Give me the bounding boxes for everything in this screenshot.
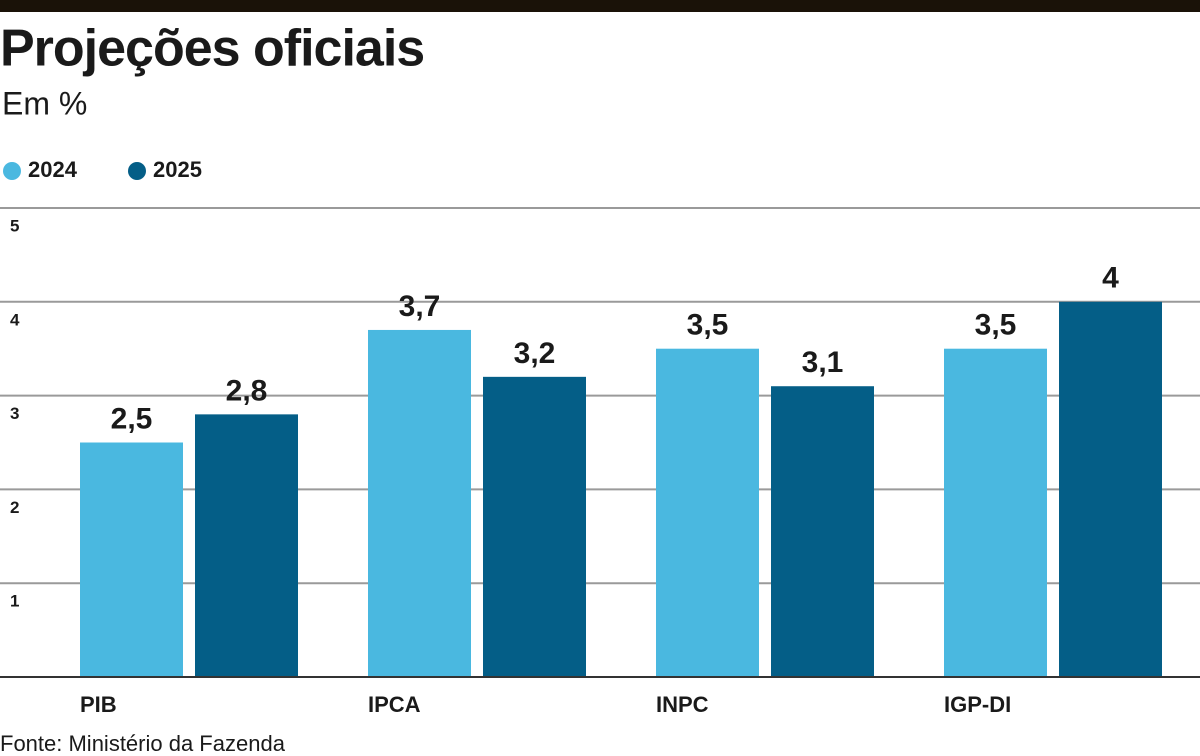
bar <box>771 386 874 677</box>
bar <box>195 414 298 677</box>
bar <box>1059 301 1162 677</box>
x-tick-label: PIB <box>80 692 117 717</box>
y-tick-label: 4 <box>10 310 20 329</box>
x-tick-label: INPC <box>656 692 709 717</box>
bar <box>483 376 586 677</box>
x-tick-label: IPCA <box>368 692 421 717</box>
data-label: 3,7 <box>399 290 441 323</box>
data-label: 2,8 <box>226 374 268 407</box>
y-tick-label: 1 <box>10 592 19 611</box>
data-label: 3,1 <box>802 346 844 379</box>
source: Fonte: Ministério da Fazenda <box>0 731 286 756</box>
y-tick-label: 2 <box>10 498 19 517</box>
data-label: 4 <box>1102 262 1119 295</box>
legend-swatch <box>3 162 21 180</box>
x-tick-label: IGP-DI <box>944 692 1011 717</box>
data-label: 2,5 <box>111 402 153 435</box>
top-bar <box>0 0 1200 12</box>
data-label: 3,5 <box>975 309 1017 342</box>
y-tick-label: 5 <box>10 216 19 235</box>
legend-label: 2025 <box>153 157 202 182</box>
bar <box>944 348 1047 677</box>
data-label: 3,2 <box>514 337 556 370</box>
legend-swatch <box>128 162 146 180</box>
bar <box>368 329 471 677</box>
bar <box>80 442 183 677</box>
chart-title: Projeções oficiais <box>0 20 424 78</box>
legend-label: 2024 <box>28 157 78 182</box>
y-tick-label: 3 <box>10 404 19 423</box>
bar <box>656 348 759 677</box>
chart-subtitle: Em % <box>2 85 87 121</box>
data-label: 3,5 <box>687 309 729 342</box>
